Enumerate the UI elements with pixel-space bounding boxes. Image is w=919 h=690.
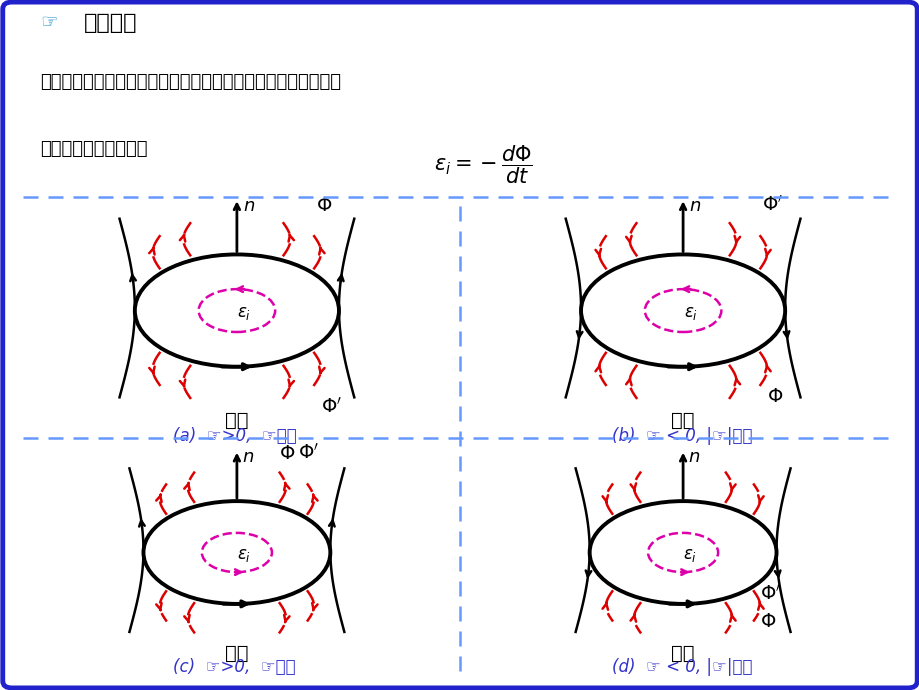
Text: $\Phi$: $\Phi$ xyxy=(759,612,776,631)
Text: $\Phi$: $\Phi$ xyxy=(278,444,295,463)
Text: $\varepsilon_i$: $\varepsilon_i$ xyxy=(682,546,697,564)
Text: $\varepsilon_i$: $\varepsilon_i$ xyxy=(683,304,698,322)
Text: (b)  ☞ < 0, |☞|增加: (b) ☞ < 0, |☞|增加 xyxy=(612,427,752,445)
Text: (c)  ☞>0,  ☞减少: (c) ☞>0, ☞减少 xyxy=(173,658,296,676)
Text: $\Phi$: $\Phi$ xyxy=(766,387,783,406)
Text: $\Phi'$: $\Phi'$ xyxy=(761,195,782,215)
Text: $\Phi'$: $\Phi'$ xyxy=(759,583,780,603)
Text: $\varepsilon_i$: $\varepsilon_i$ xyxy=(237,304,252,322)
Text: $\Phi'$: $\Phi'$ xyxy=(321,397,342,417)
Text: $\Phi'$: $\Phi'$ xyxy=(298,443,318,463)
Text: n: n xyxy=(688,197,700,215)
Text: $\Phi$: $\Phi$ xyxy=(315,196,332,215)
Text: n: n xyxy=(243,448,254,466)
Text: 方向: 方向 xyxy=(225,411,248,430)
Text: 楞次定律: 楞次定律 xyxy=(85,12,138,32)
Text: (d)  ☞ < 0, |☞|减少: (d) ☞ < 0, |☞|减少 xyxy=(612,658,752,676)
Text: n: n xyxy=(243,197,255,215)
Text: ☞: ☞ xyxy=(40,12,58,32)
Text: 方向: 方向 xyxy=(671,644,694,662)
Text: (a)  ☞>0,  ☞增加: (a) ☞>0, ☞增加 xyxy=(173,427,296,445)
Text: 电流的磁通量的变化。: 电流的磁通量的变化。 xyxy=(40,139,148,158)
Text: 回路中感应电流的方向总是使得它所激发的磁场来反抗引起感应: 回路中感应电流的方向总是使得它所激发的磁场来反抗引起感应 xyxy=(40,73,341,91)
Text: $\varepsilon_i$: $\varepsilon_i$ xyxy=(236,546,251,564)
Text: 方向: 方向 xyxy=(225,644,248,662)
Text: n: n xyxy=(688,448,699,466)
Text: $\varepsilon_i = -\dfrac{d\Phi}{dt}$: $\varepsilon_i = -\dfrac{d\Phi}{dt}$ xyxy=(434,144,532,186)
Text: 方向: 方向 xyxy=(671,411,694,430)
